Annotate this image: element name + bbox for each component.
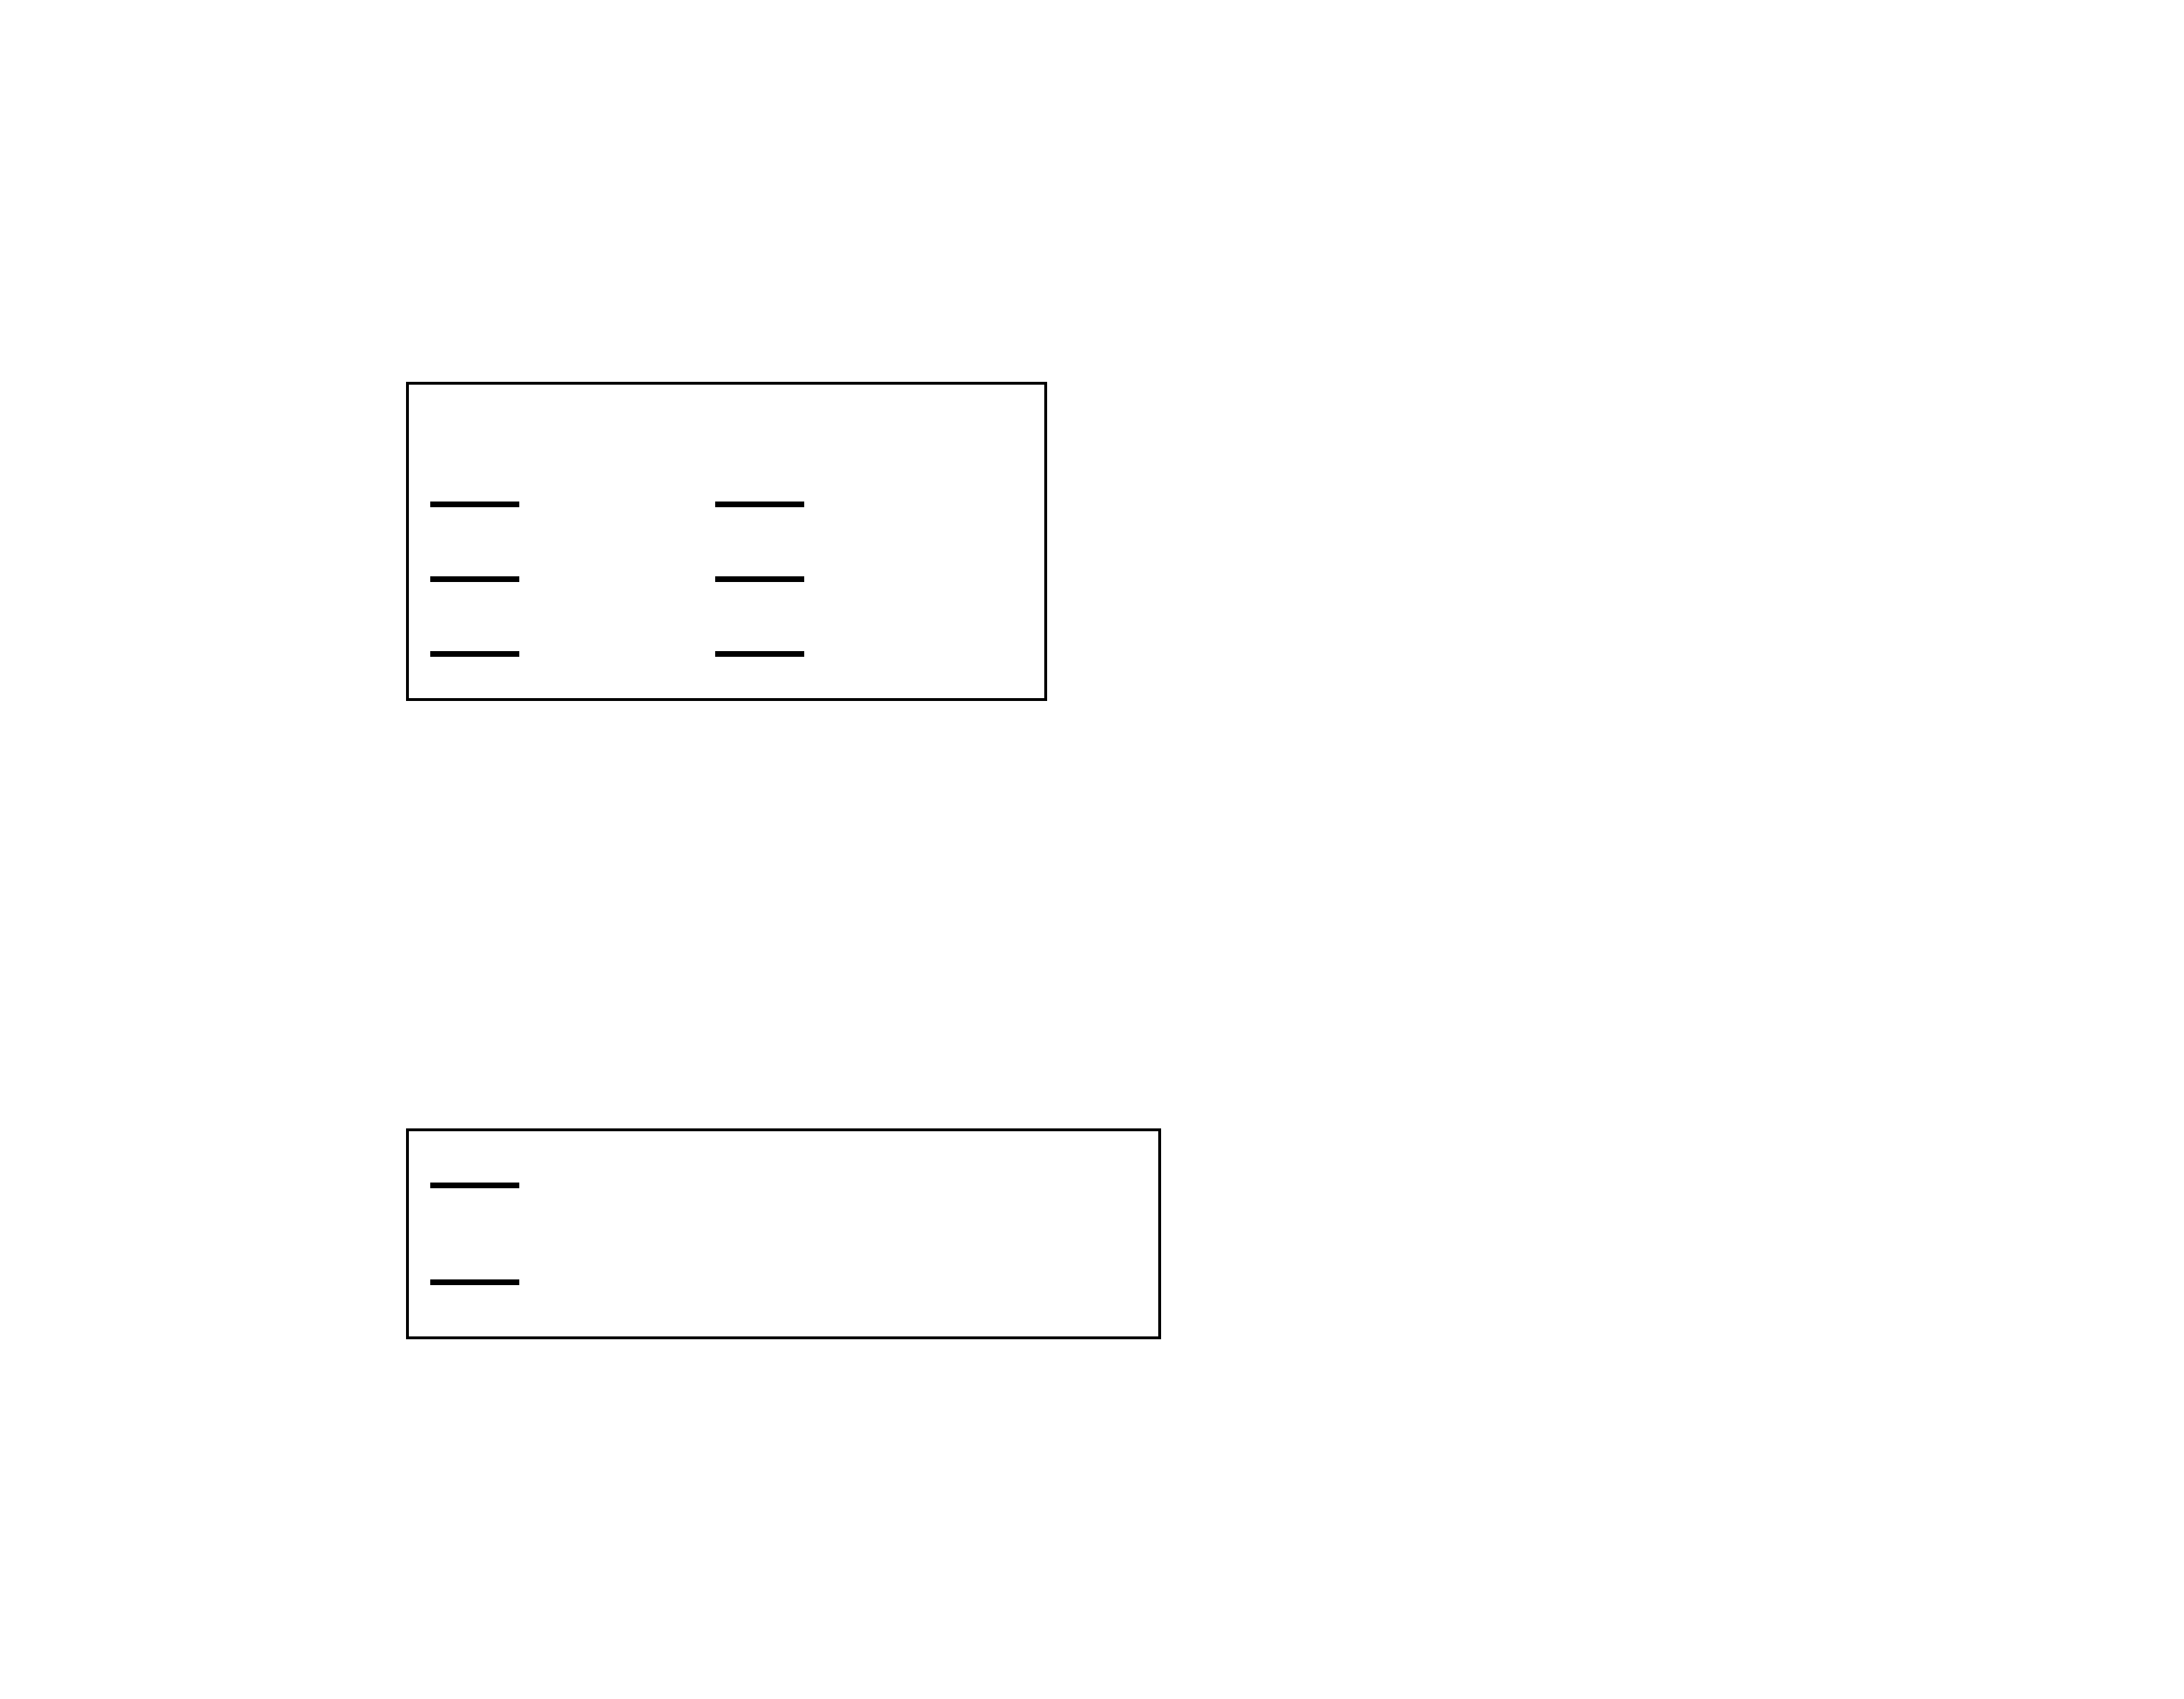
legend-item-residual-outdoor — [430, 1234, 1158, 1331]
legend-item-outdoor-fit — [715, 541, 1044, 616]
residual-outdoor-swatch — [430, 1279, 519, 1285]
legend-spectra-grid — [430, 392, 1044, 691]
legend-item-outdoor-bsln — [715, 616, 1044, 691]
outdoor-fit-swatch — [715, 576, 804, 582]
legend-header-indoor — [430, 392, 715, 467]
chart-canvas — [0, 0, 214, 107]
legend-residuals — [406, 1128, 1161, 1339]
legend-item-residual-indoor — [430, 1137, 1158, 1234]
indoor-bsln-swatch — [430, 650, 519, 657]
outdoor-bsln-swatch — [715, 650, 804, 657]
legend-item-indoor-sp — [430, 467, 715, 541]
indoor-fit-swatch — [430, 576, 519, 582]
indoor-sp-swatch — [430, 501, 519, 507]
legend-header-outdoor — [715, 392, 1044, 467]
legend-item-indoor-bsln — [430, 616, 715, 691]
legend-item-outdoor-sp — [715, 467, 1044, 541]
legend-item-indoor-fit — [430, 541, 715, 616]
residual-indoor-swatch — [430, 1183, 519, 1188]
legend-spectra — [406, 382, 1047, 701]
outdoor-sp-swatch — [715, 501, 804, 507]
